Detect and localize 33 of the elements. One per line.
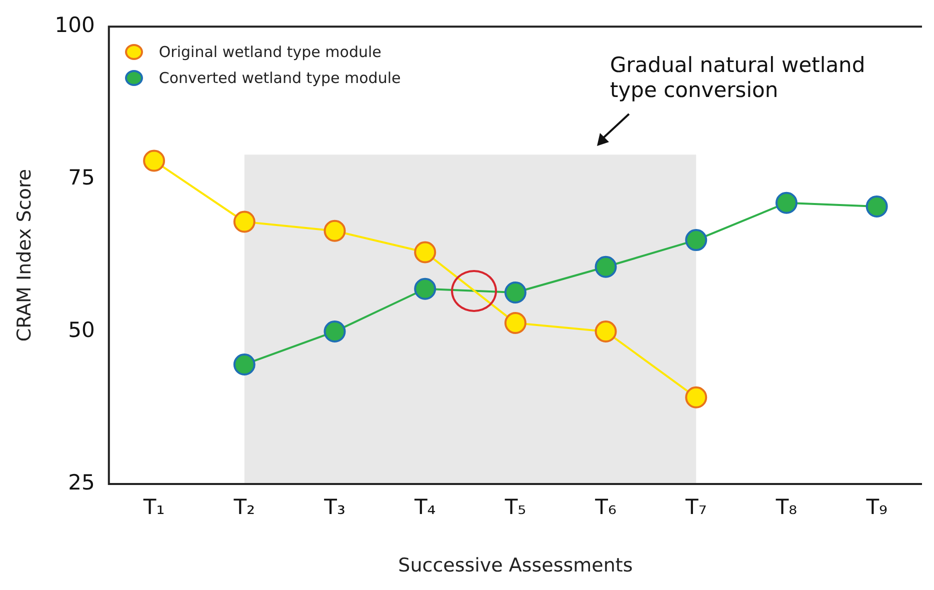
point (324, 220, 346, 242)
x-tick-label: T₁ (142, 495, 165, 520)
x-tick-label: T₇ (684, 495, 707, 520)
x-tick-label: T₆ (594, 495, 616, 520)
point (233, 353, 256, 376)
x-tick-label: T₅ (504, 495, 526, 520)
point (414, 241, 436, 264)
point (594, 320, 617, 343)
point (685, 229, 708, 252)
point (504, 312, 526, 334)
x-tick-label: T₂ (232, 495, 256, 520)
point (594, 256, 617, 278)
legend-label: Converted wetland type module (158, 68, 401, 87)
point (504, 282, 526, 304)
x-tick-label: T₄ (413, 495, 436, 520)
point (866, 196, 888, 218)
point (414, 278, 436, 300)
point (685, 386, 708, 408)
legend-label: Original wetland type module (158, 42, 382, 61)
point (143, 150, 166, 172)
point (233, 210, 256, 233)
x-tick-label: T₉ (865, 495, 888, 520)
point (775, 192, 798, 214)
x-axis-title: Successive Assessments (398, 554, 633, 577)
y-tick-label: 100 (54, 13, 95, 38)
y-axis-title: CRAM Index Score (13, 168, 36, 342)
annotation: Gradual natural wetland type conversion (610, 52, 866, 103)
point (324, 320, 346, 343)
x-tick-label: T₃ (323, 495, 346, 520)
x-tick-label: T₈ (774, 495, 798, 520)
y-tick-label: 75 (68, 166, 95, 190)
y-tick-label: 50 (68, 318, 95, 342)
y-tick-label: 25 (68, 470, 95, 494)
